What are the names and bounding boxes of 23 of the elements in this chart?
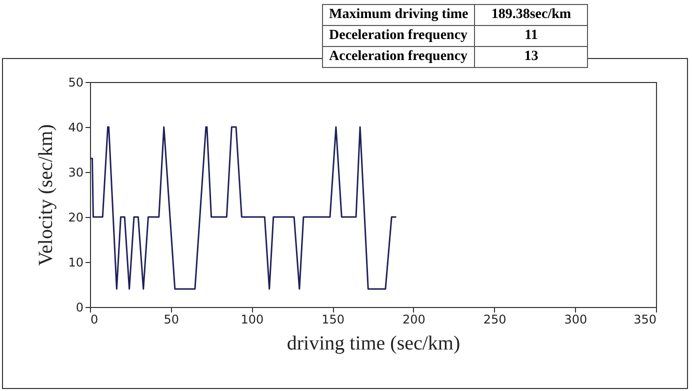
y-tick-label: 40 (68, 120, 84, 134)
x-axis-title: driving time (sec/km) (286, 332, 460, 354)
y-tick-label: 0 (76, 300, 84, 314)
x-tick-label: 150 (322, 312, 345, 326)
text: Deceleration frequency (322, 26, 475, 46)
y-tick-label: 50 (68, 76, 84, 90)
text: Acceleration frequency (322, 46, 475, 68)
x-tick-label: 350 (634, 312, 656, 326)
x-tick-label: 300 (564, 312, 588, 326)
y-tick-label: 20 (68, 210, 84, 224)
y-axis-title: Velocity (sec/km) (35, 124, 58, 266)
text: 13 (474, 46, 588, 68)
text: 11 (474, 26, 588, 46)
text: Maximum driving time (322, 4, 475, 26)
line-series (89, 126, 398, 290)
x-tick-label: 200 (402, 312, 426, 326)
y-tick-label: 30 (68, 166, 84, 180)
text: 189.38sec/km (474, 4, 588, 26)
x-tick-label: 250 (483, 312, 506, 326)
x-tick-label: 50 (164, 312, 179, 326)
y-tick-label: 10 (68, 256, 84, 270)
x-tick-label: 100 (240, 312, 264, 326)
x-tick-label: 0 (90, 312, 98, 326)
